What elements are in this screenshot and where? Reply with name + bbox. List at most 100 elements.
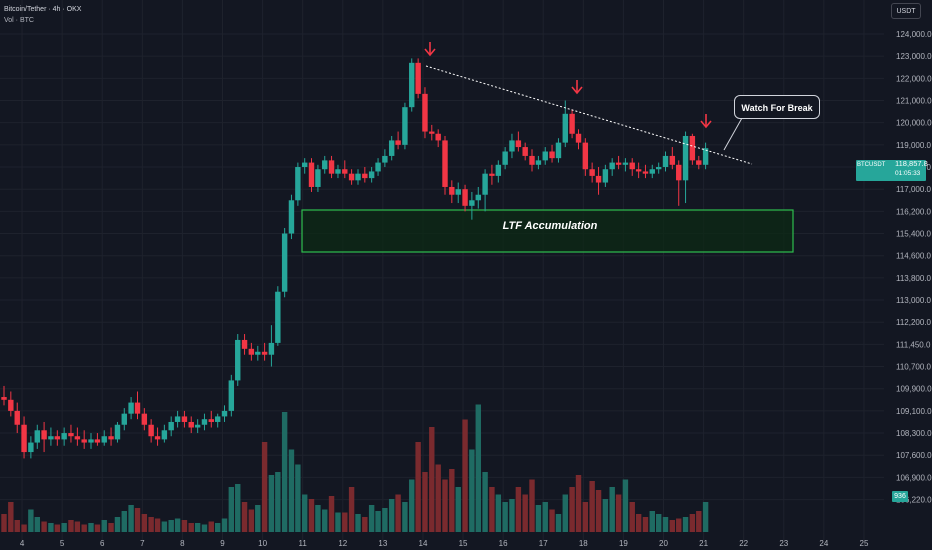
candle [1,385,7,406]
volume-bar [502,502,508,532]
candle-body [61,433,67,440]
candle-body [248,348,255,355]
candle [649,164,655,179]
candle-body [609,162,615,170]
volume-bar [355,514,361,532]
candle [489,164,495,185]
time-tick-label: 16 [499,539,508,548]
volume-bar [655,514,662,532]
candle [8,391,14,417]
candle-body [422,93,428,132]
price-axis[interactable]: 124,000.0 123,000.0 122,000.0 121,000.0 120,… [896,30,932,505]
candle [622,158,629,172]
currency-button[interactable]: USDT [891,3,921,19]
time-tick-label: 25 [860,539,869,548]
candle-body [168,421,174,431]
time-tick-label: 13 [378,539,387,548]
candle [14,402,20,434]
price-tick-label: 106,900.0 [896,473,932,482]
candle-body [682,135,689,181]
candle-body [41,430,47,440]
candle [522,142,528,161]
volume-bar [515,487,522,532]
volume-bar [275,472,281,532]
volume-bar [388,499,395,532]
volume-bar [409,479,415,532]
volume-bar [402,502,408,532]
time-tick-label: 4 [20,539,25,548]
red-arrow-icon [571,80,583,95]
candle [48,427,54,446]
candle-body [555,142,562,159]
time-axis[interactable]: 4 5 6 7 8 9 10 11 12 13 14 15 16 17 18 19 20 21 22 23 24 25 [20,539,869,548]
candle [141,408,148,431]
volume-bar [582,502,589,532]
candle [161,424,168,443]
candle-body [34,430,40,443]
candle [629,158,635,176]
candle-body [261,351,268,355]
last-price-badge [856,160,926,181]
volume-bar [255,505,261,532]
volume-bars [1,404,709,532]
candle [248,342,255,361]
price-tick-label: 119,000.0 [896,141,932,150]
volume-bar [94,524,101,532]
candle [315,164,321,192]
candle-body [368,171,375,179]
candle [21,416,27,459]
candle [569,109,575,139]
candle [268,325,275,367]
accumulation-label: LTF Accumulation [502,220,598,232]
volume-bar [335,512,341,532]
candle-body [455,189,461,195]
candle [322,155,328,174]
candle-body [515,140,522,148]
candle [74,427,81,446]
candle [368,167,375,183]
volume-bar [174,518,181,532]
volume-bar [368,505,375,532]
volume-bar [429,427,435,532]
volume-bar [662,517,669,532]
volume-bar [295,464,301,532]
volume-bar [88,523,94,532]
candle [228,374,235,417]
candle [94,433,101,446]
candle [168,416,174,437]
candle-body [509,140,515,152]
price-tick-label: 113,000.0 [896,296,932,305]
time-tick-label: 14 [419,539,428,548]
candle-body [81,439,87,443]
candle-body [101,436,107,443]
candle-body [201,419,208,425]
volume-bar [308,499,315,532]
candle [409,58,415,112]
volume-bar [529,479,535,532]
candle-body [482,173,488,195]
candle-body [295,167,301,201]
time-tick-label: 8 [180,539,185,548]
candle [429,124,435,141]
candle [301,158,308,174]
candle-body [121,413,127,425]
volume-bar [622,479,629,532]
candle [549,144,555,163]
candle-body [429,131,435,134]
candle-body [362,173,368,179]
price-tick-label: 113,800.0 [896,274,932,283]
candle [482,169,488,212]
price-tick-label: 123,000.0 [896,52,932,61]
candle-body [642,171,649,174]
time-tick-label: 10 [258,539,267,548]
candle [362,167,368,183]
watch-callout[interactable]: Watch For Break [734,95,820,119]
candle-body [28,442,34,453]
candle-body [415,62,421,94]
volume-bar [248,509,255,532]
price-badge-symbol: BTCUSDT [857,162,886,168]
volume-bar [161,521,168,532]
candle [535,155,542,170]
candle [81,430,87,449]
